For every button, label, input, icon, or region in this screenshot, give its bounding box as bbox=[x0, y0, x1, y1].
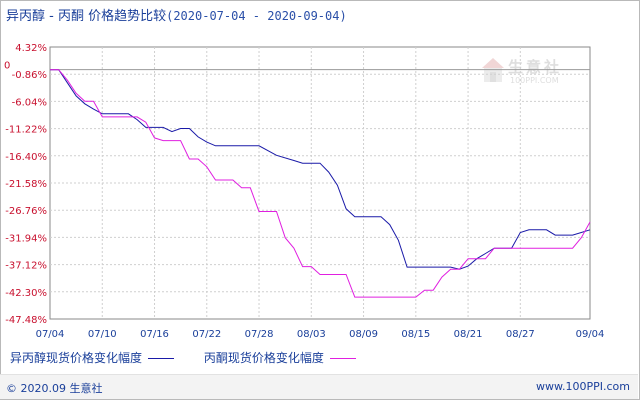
x-tick-label: 07/22 bbox=[192, 329, 221, 340]
y-tick-label: -6.04% bbox=[12, 97, 47, 108]
zero-label: 0 bbox=[4, 61, 10, 72]
y-axis-ticks: 4.32% -0.86% -6.04% -11.22% -16.40% -21.58% -2… bbox=[5, 43, 47, 326]
x-tick-label: 07/10 bbox=[88, 329, 117, 340]
chart-title-range: (2020-07-04 - 2020-09-04) bbox=[166, 9, 347, 23]
footer: © 2020.09 生意社 www.100PPI.com bbox=[0, 374, 638, 399]
series-line-acetone bbox=[50, 69, 591, 298]
x-axis-ticks: 07/04 07/10 07/16 07/22 07/28 08/03 08/09 08/15… bbox=[36, 329, 605, 340]
legend-swatch-acetone bbox=[329, 358, 356, 359]
y-tick-label: -11.22% bbox=[5, 125, 47, 136]
x-tick-label: 07/16 bbox=[140, 329, 169, 340]
y-tick-label: -37.12% bbox=[5, 261, 47, 272]
watermark-logo-icon bbox=[482, 58, 504, 82]
legend-item-acetone: 丙酮现货价格变化幅度 bbox=[204, 349, 356, 366]
y-tick-label: -26.76% bbox=[5, 206, 47, 217]
y-tick-label: -42.30% bbox=[5, 288, 47, 299]
legend-label-acetone: 丙酮现货价格变化幅度 bbox=[203, 351, 324, 365]
y-tick-label: -0.86% bbox=[12, 70, 47, 81]
legend-label-isopropanol: 异丙醇现货价格变化幅度 bbox=[10, 351, 143, 365]
legend-swatch-isopropanol bbox=[148, 358, 175, 359]
legend: 异丙醇现货价格变化幅度 丙酮现货价格变化幅度 bbox=[10, 349, 382, 366]
chart-series bbox=[50, 69, 591, 298]
y-tick-label: 4.32% bbox=[15, 43, 47, 54]
series-line-isopropanol bbox=[50, 69, 591, 270]
footer-website-link[interactable]: www.100PPI.com bbox=[536, 380, 630, 393]
line-chart: 4.32% -0.86% -6.04% -11.22% -16.40% -21.58% -2… bbox=[4, 43, 605, 340]
x-tick-label: 08/21 bbox=[454, 329, 483, 340]
footer-copyright: © 2020.09 生意社 bbox=[6, 382, 103, 395]
legend-item-isopropanol: 异丙醇现货价格变化幅度 bbox=[10, 349, 175, 366]
y-tick-label: -21.58% bbox=[5, 179, 47, 190]
chart-grid bbox=[49, 46, 591, 320]
chart-title: 异丙醇 - 丙酮 价格趋势比较(2020-07-04 - 2020-09-04) bbox=[6, 5, 347, 24]
x-tick-label: 07/04 bbox=[36, 329, 65, 340]
x-tick-label: 07/28 bbox=[245, 329, 274, 340]
x-tick-label: 09/04 bbox=[576, 329, 605, 340]
watermark-url: 100PPI.COM bbox=[510, 76, 559, 85]
x-tick-label: 08/15 bbox=[401, 329, 430, 340]
chart-title-main: 异丙醇 - 丙酮 价格趋势比较 bbox=[6, 9, 167, 24]
y-tick-label: -47.48% bbox=[5, 315, 47, 326]
x-tick-label: 08/27 bbox=[506, 329, 535, 340]
y-tick-label: -31.94% bbox=[5, 233, 47, 244]
y-tick-label: -16.40% bbox=[5, 152, 47, 163]
x-tick-label: 08/09 bbox=[349, 329, 378, 340]
x-tick-label: 08/03 bbox=[297, 329, 326, 340]
